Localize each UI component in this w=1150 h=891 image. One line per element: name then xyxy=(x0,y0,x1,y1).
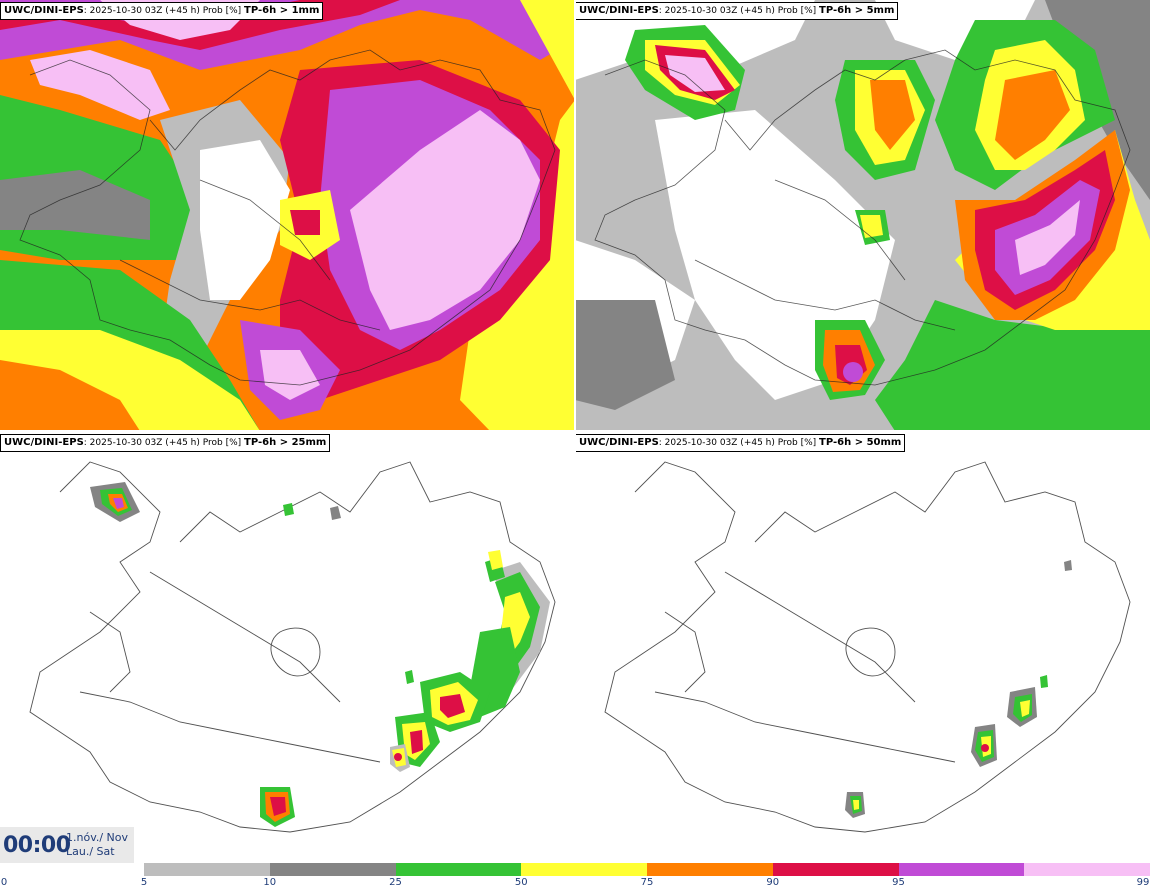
valid-time-box: 00:00 1.nóv./ Nov Lau./ Sat xyxy=(0,827,134,863)
colorbar-tick-label: 99 xyxy=(1136,877,1150,888)
colorbar-tick-label: 50 xyxy=(514,877,528,888)
probability-colorbar xyxy=(144,863,1150,876)
panel-divider-horizontal xyxy=(0,430,1150,432)
param-label: TP-6h > 50mm xyxy=(819,437,902,448)
map-panel-50mm: UWC/DINI-EPS: 2025-10-30 03Z (+45 h) Pro… xyxy=(575,432,1150,863)
precip-map-50mm xyxy=(575,432,1150,863)
model-name: UWC/DINI-EPS xyxy=(4,5,84,16)
map-panel-25mm: UWC/DINI-EPS: 2025-10-30 03Z (+45 h) Pro… xyxy=(0,432,575,863)
param-label: TP-6h > 5mm xyxy=(819,5,895,16)
colorbar-tick-label: 90 xyxy=(766,877,780,888)
colorbar-segment-3 xyxy=(521,863,647,876)
run-meta: : 2025-10-30 03Z (+45 h) Prob [%] xyxy=(83,438,242,448)
run-meta: : 2025-10-30 03Z (+45 h) Prob [%] xyxy=(83,6,242,16)
colorbar-segment-4 xyxy=(647,863,773,876)
colorbar-segment-1 xyxy=(269,863,396,876)
colorbar-tick-label: 75 xyxy=(640,877,654,888)
colorbar-tick-label: 10 xyxy=(263,877,277,888)
colorbar-tick-label: 0 xyxy=(0,877,8,888)
precip-map-25mm xyxy=(0,432,575,863)
model-name: UWC/DINI-EPS xyxy=(579,5,659,16)
colorbar-tick-label: 5 xyxy=(140,877,148,888)
panel-title-1mm: UWC/DINI-EPS: 2025-10-30 03Z (+45 h) Pro… xyxy=(0,2,324,20)
run-meta: : 2025-10-30 03Z (+45 h) Prob [%] xyxy=(658,438,817,448)
precip-map-5mm xyxy=(575,0,1150,431)
run-meta: : 2025-10-30 03Z (+45 h) Prob [%] xyxy=(658,6,817,16)
valid-date-line1: 1.nóv./ Nov xyxy=(66,831,129,844)
param-label: TP-6h > 1mm xyxy=(244,5,320,16)
panel-title-5mm: UWC/DINI-EPS: 2025-10-30 03Z (+45 h) Pro… xyxy=(575,2,899,20)
panel-title-50mm: UWC/DINI-EPS: 2025-10-30 03Z (+45 h) Pro… xyxy=(575,434,906,452)
colorbar-tick-label: 25 xyxy=(389,877,402,888)
colorbar-segment-6 xyxy=(898,863,1025,876)
colorbar-segment-7 xyxy=(1024,863,1150,876)
map-panel-5mm: UWC/DINI-EPS: 2025-10-30 03Z (+45 h) Pro… xyxy=(575,0,1150,431)
valid-time-clock: 00:00 xyxy=(3,833,71,858)
colorbar-segment-2 xyxy=(395,863,522,876)
panel-title-25mm: UWC/DINI-EPS: 2025-10-30 03Z (+45 h) Pro… xyxy=(0,434,331,452)
valid-date-line2: Lau./ Sat xyxy=(66,845,115,858)
param-label: TP-6h > 25mm xyxy=(244,437,327,448)
colorbar-segment-5 xyxy=(772,863,899,876)
model-name: UWC/DINI-EPS xyxy=(4,437,84,448)
colorbar-tick-label: 95 xyxy=(892,877,905,888)
map-panel-1mm: UWC/DINI-EPS: 2025-10-30 03Z (+45 h) Pro… xyxy=(0,0,575,431)
colorbar-segment-0 xyxy=(144,863,270,876)
precip-map-1mm xyxy=(0,0,575,431)
model-name: UWC/DINI-EPS xyxy=(579,437,659,448)
